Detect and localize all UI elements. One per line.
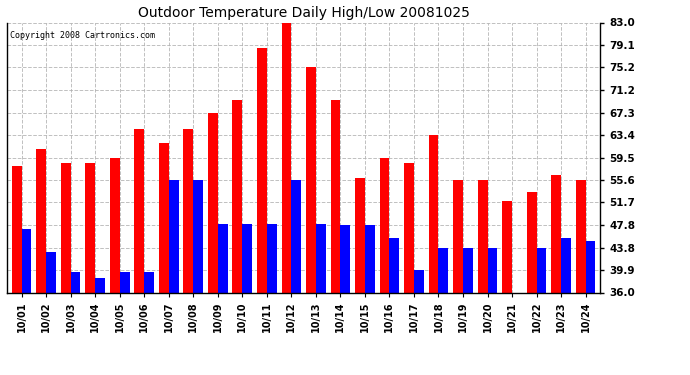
Bar <box>477 180 488 292</box>
Bar <box>306 67 316 292</box>
Bar <box>242 224 252 292</box>
Bar <box>380 158 389 292</box>
Bar <box>144 272 154 292</box>
Bar <box>488 248 497 292</box>
Bar <box>463 248 473 292</box>
Bar <box>169 180 179 292</box>
Bar <box>537 248 546 292</box>
Bar <box>184 129 193 292</box>
Bar <box>404 163 414 292</box>
Bar <box>526 192 537 292</box>
Bar <box>46 252 56 292</box>
Bar <box>586 241 595 292</box>
Bar <box>233 100 242 292</box>
Bar <box>389 238 400 292</box>
Bar <box>110 158 119 292</box>
Bar <box>70 272 81 292</box>
Bar <box>119 272 130 292</box>
Bar <box>365 225 375 292</box>
Bar <box>561 238 571 292</box>
Bar <box>257 48 267 292</box>
Bar <box>355 178 365 292</box>
Title: Outdoor Temperature Daily High/Low 20081025: Outdoor Temperature Daily High/Low 20081… <box>138 6 469 20</box>
Bar <box>291 180 301 292</box>
Bar <box>331 100 340 292</box>
Bar <box>282 22 291 292</box>
Bar <box>316 224 326 292</box>
Bar <box>95 278 105 292</box>
Text: Copyright 2008 Cartronics.com: Copyright 2008 Cartronics.com <box>10 31 155 40</box>
Bar <box>414 270 424 292</box>
Bar <box>453 180 463 292</box>
Bar <box>575 180 586 292</box>
Bar <box>61 163 70 292</box>
Bar <box>267 224 277 292</box>
Bar <box>438 248 449 292</box>
Bar <box>340 225 351 292</box>
Bar <box>86 163 95 292</box>
Bar <box>502 201 512 292</box>
Bar <box>37 149 46 292</box>
Bar <box>159 143 169 292</box>
Bar <box>12 166 21 292</box>
Bar <box>428 135 438 292</box>
Bar <box>193 180 203 292</box>
Bar <box>218 224 228 292</box>
Bar <box>21 229 32 292</box>
Bar <box>208 113 218 292</box>
Bar <box>135 129 144 292</box>
Bar <box>551 175 561 292</box>
